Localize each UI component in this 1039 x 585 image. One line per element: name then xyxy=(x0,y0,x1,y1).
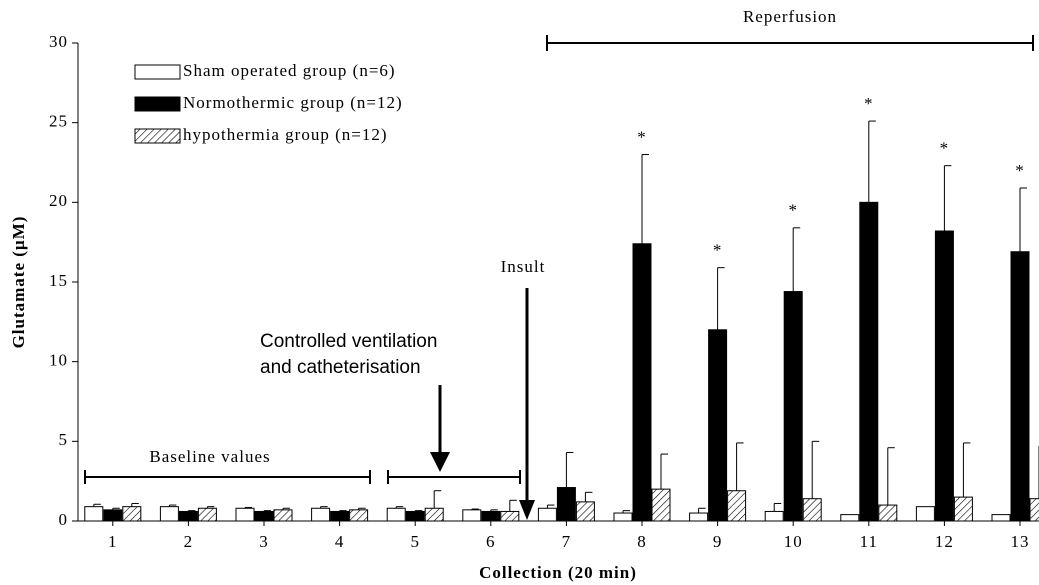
bar xyxy=(197,507,217,522)
x-tick-label: 1 xyxy=(108,532,118,551)
bar xyxy=(708,329,728,522)
y-tick-label: 5 xyxy=(59,430,69,449)
baseline-label: Baseline values xyxy=(149,447,270,466)
legend-swatch xyxy=(134,96,181,112)
legend-label: Normothermic group (n=12) xyxy=(183,93,403,112)
bar xyxy=(424,507,444,522)
significance-marker: * xyxy=(1015,161,1025,180)
y-tick-label: 20 xyxy=(49,191,68,210)
x-tick-label: 9 xyxy=(713,532,723,551)
y-axis-label: Glutamate (µM) xyxy=(9,216,28,349)
bar xyxy=(254,510,274,522)
legend-label: hypothermia group (n=12) xyxy=(183,125,388,144)
y-tick-label: 25 xyxy=(49,112,68,131)
legend-label: Sham operated group (n=6) xyxy=(183,61,396,80)
bar xyxy=(613,512,633,522)
significance-marker: * xyxy=(713,241,723,260)
bar xyxy=(953,496,973,522)
bar xyxy=(934,230,954,522)
bar xyxy=(84,506,104,522)
legend-swatch xyxy=(134,64,181,80)
legend-swatch xyxy=(134,128,181,144)
bar xyxy=(878,504,898,522)
bar xyxy=(481,510,501,522)
ventilation-label: Controlled ventilation xyxy=(260,331,437,352)
bar xyxy=(122,506,142,522)
bar xyxy=(1010,251,1030,522)
x-tick-label: 6 xyxy=(486,532,496,551)
bar xyxy=(103,509,123,522)
bar xyxy=(311,507,331,522)
bar xyxy=(556,487,576,522)
bar xyxy=(764,510,784,522)
x-tick-label: 8 xyxy=(637,532,647,551)
reperfusion-bracket xyxy=(546,35,1034,51)
y-tick-label: 0 xyxy=(59,510,69,529)
x-axis-label: Collection (20 min) xyxy=(479,563,637,582)
bar xyxy=(991,514,1011,522)
bar xyxy=(386,507,406,522)
ventilation-label: and catheterisation xyxy=(260,357,421,378)
bar xyxy=(349,509,369,522)
bar xyxy=(651,488,671,522)
bar xyxy=(727,490,747,522)
insult-arrow xyxy=(519,288,535,520)
insult-label: Insult xyxy=(501,257,546,276)
bar xyxy=(783,291,803,522)
baseline-brackets xyxy=(84,470,521,484)
reperfusion-label: Reperfusion xyxy=(743,7,837,26)
y-tick-label: 10 xyxy=(49,351,68,370)
bar xyxy=(330,510,350,522)
bar xyxy=(462,509,482,522)
bar xyxy=(915,506,935,522)
bar xyxy=(178,510,198,522)
y-tick-label: 30 xyxy=(49,32,68,51)
bar xyxy=(575,501,595,522)
bar xyxy=(632,243,652,522)
bar xyxy=(537,507,557,522)
significance-marker: * xyxy=(864,94,874,113)
bar xyxy=(159,506,179,522)
y-tick-label: 15 xyxy=(49,271,68,290)
x-tick-label: 2 xyxy=(184,532,194,551)
x-tick-label: 5 xyxy=(410,532,420,551)
bar xyxy=(689,512,709,522)
bar xyxy=(235,507,255,522)
x-tick-label: 11 xyxy=(860,532,878,551)
bar xyxy=(273,509,293,522)
bar xyxy=(840,514,860,522)
significance-marker: * xyxy=(788,201,798,220)
significance-marker: * xyxy=(940,139,950,158)
bar xyxy=(802,498,822,522)
x-tick-label: 12 xyxy=(935,532,954,551)
x-tick-label: 4 xyxy=(335,532,345,551)
x-tick-label: 3 xyxy=(259,532,269,551)
x-tick-label: 10 xyxy=(784,532,803,551)
bar xyxy=(405,510,425,522)
ventilation-arrow xyxy=(430,385,450,472)
bar xyxy=(1029,498,1039,522)
bar xyxy=(859,201,879,522)
bar xyxy=(500,510,520,522)
x-tick-label: 13 xyxy=(1011,532,1030,551)
significance-marker: * xyxy=(637,127,647,146)
x-tick-label: 7 xyxy=(562,532,572,551)
